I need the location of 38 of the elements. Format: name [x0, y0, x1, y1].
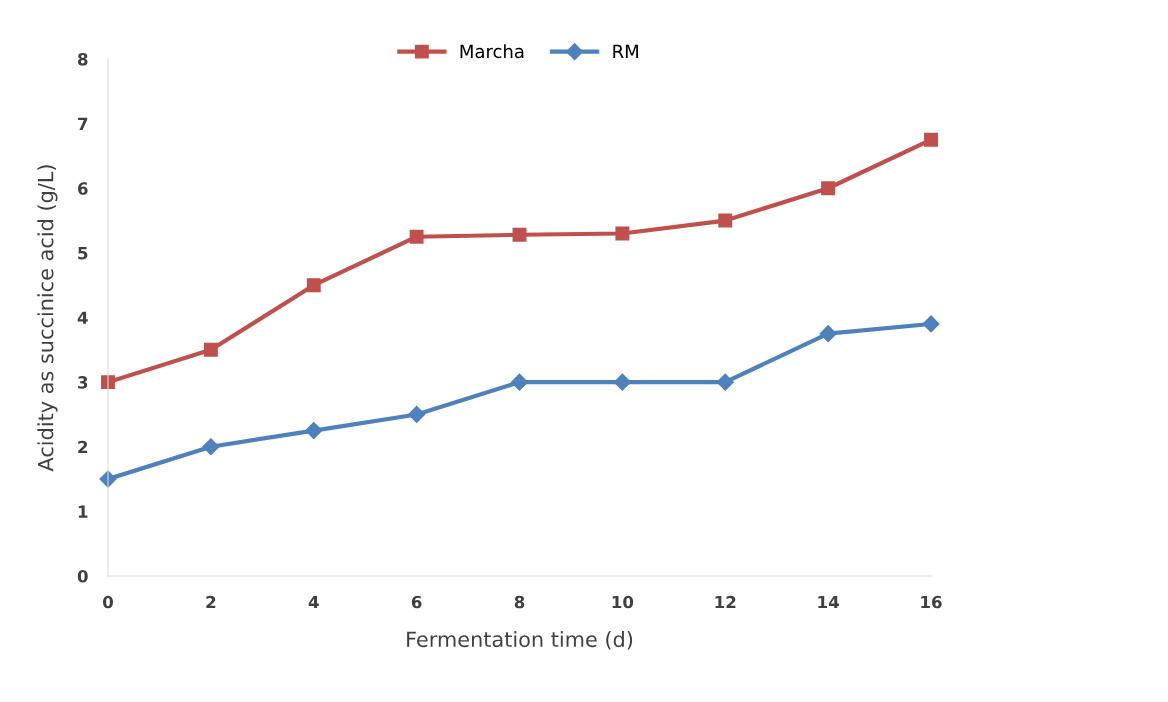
x-axis-title: Fermentation time (d) [407, 631, 633, 650]
y-tick-label: 0 [77, 569, 88, 583]
point [613, 373, 631, 391]
point [305, 422, 323, 440]
x-tick-label: 16 [921, 595, 942, 609]
x-tick-label: 12 [715, 595, 736, 609]
y-tick-label: 6 [77, 182, 88, 195]
x-tick-label: 6 [411, 595, 422, 609]
point [821, 181, 836, 196]
point [819, 325, 837, 343]
point [716, 373, 734, 391]
point [306, 278, 321, 293]
point [718, 213, 733, 228]
x-tick-label: 8 [514, 595, 525, 609]
y-tick-label: 3 [78, 376, 88, 389]
x-tick-label: 4 [308, 595, 319, 609]
point [615, 226, 630, 241]
legend-label: Marcha [460, 44, 524, 59]
y-tick-label: 2 [78, 440, 88, 454]
y-axis-title: Acidity as succinice acid (g/L) [37, 165, 58, 472]
point [408, 405, 426, 423]
y-tick-label: 7 [78, 117, 88, 130]
y-tick-label: 1 [78, 505, 88, 518]
point [409, 229, 424, 244]
point [202, 438, 220, 456]
point [924, 132, 938, 147]
y-tick-label: 5 [78, 247, 88, 260]
point [922, 315, 940, 333]
x-tick-label: 10 [612, 595, 634, 609]
x-tick-label: 0 [103, 595, 113, 609]
y-tick-label: 4 [77, 311, 88, 324]
y-tick-label: 8 [77, 52, 88, 66]
x-tick-label: 2 [206, 595, 216, 609]
point [510, 373, 529, 391]
legend-label: RM [613, 44, 638, 58]
x-tick-label: 14 [818, 595, 839, 609]
point [512, 227, 527, 242]
point [203, 342, 218, 357]
